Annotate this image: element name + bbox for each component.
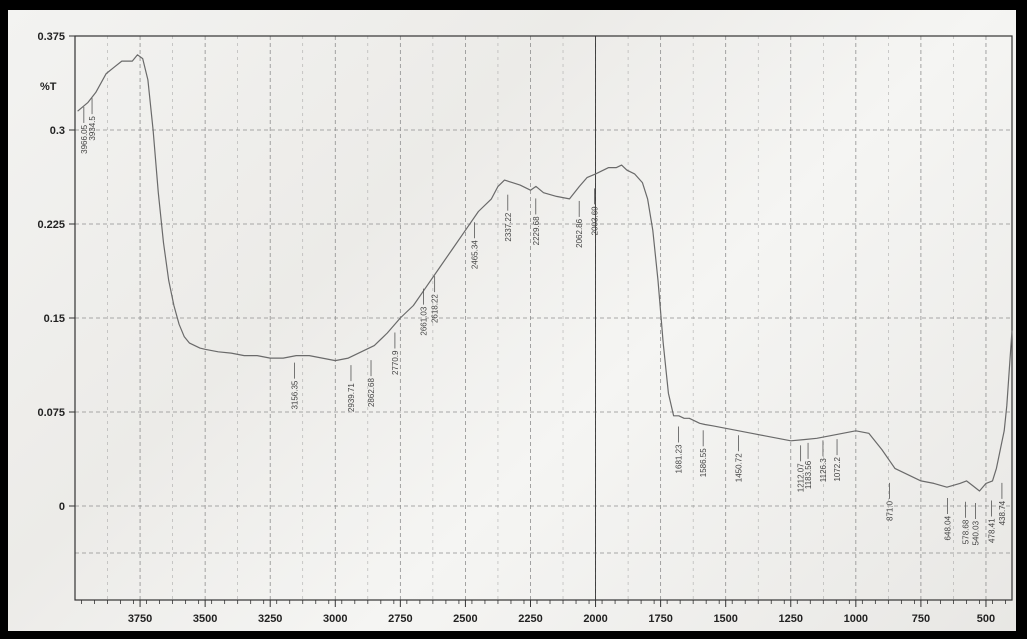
x-tick-label: 3250 [258, 613, 282, 625]
x-tick-label: 3500 [193, 613, 217, 625]
peak-label: 578.68 [961, 519, 970, 544]
x-tick-label: 1750 [648, 613, 672, 625]
peak-label: 478.41 [988, 518, 997, 543]
grid-layer [75, 35, 1012, 600]
peak-label: 2465.34 [470, 240, 479, 269]
x-tick-label: 2000 [583, 613, 607, 625]
peak-label: 871.0 [885, 500, 894, 521]
y-tick-label: 0.375 [37, 31, 65, 43]
x-tick-label: 3000 [323, 613, 347, 625]
y-tick-label: 0.075 [37, 407, 65, 419]
peak-label: 3156.35 [291, 380, 300, 409]
peak-label: 2337.22 [504, 212, 513, 241]
x-tick-label: 2500 [453, 613, 477, 625]
x-tick-label: 750 [912, 613, 930, 625]
y-axis-title: %T [40, 81, 57, 93]
chart-paper [8, 10, 1016, 631]
peak-label: 2229.68 [532, 216, 541, 245]
peak-label: 1126.3 [819, 458, 828, 482]
y-tick-label: 0.15 [44, 313, 65, 325]
peak-label: 2661.03 [420, 306, 429, 335]
peak-label: 2862.68 [367, 378, 376, 407]
peak-label: 1450.72 [735, 453, 744, 482]
labels-layer: 3966.05 3934.5 3156.35 2939.71 2862.68 2770.9… [80, 98, 1007, 545]
ticks-layer: 3750 3500 3250 3000 2750 2500 2250 2000 1750 1500… [37, 31, 1006, 625]
y-tick-label: 0.225 [37, 219, 65, 231]
series-layer [77, 54, 1013, 492]
peak-label: 2003.69 [591, 206, 600, 235]
peak-label: 1072.2 [833, 457, 842, 482]
peak-label: 2618.22 [431, 294, 440, 323]
spectrum-line [77, 54, 1013, 492]
x-tick-label: 2250 [518, 613, 542, 625]
peak-label: 438.74 [998, 500, 1007, 525]
y-tick-label: 0 [59, 501, 65, 513]
peak-label: 1212.07 [797, 463, 806, 492]
x-tick-label: 1000 [844, 613, 868, 625]
peak-label: 3934.5 [88, 116, 97, 141]
peak-label: 1586.55 [699, 448, 708, 477]
peak-label: 648.04 [943, 515, 952, 540]
peak-label: 1183.56 [804, 460, 813, 489]
y-tick-label: 0.3 [50, 125, 65, 137]
x-tick-label: 1500 [713, 613, 737, 625]
x-tick-label: 2750 [388, 613, 412, 625]
x-tick-label: 500 [977, 613, 995, 625]
peak-label: 2770.9 [391, 350, 400, 375]
x-tick-label: 3750 [128, 613, 152, 625]
peak-label: 3966.05 [80, 124, 89, 153]
peak-label: 2062.86 [575, 218, 584, 247]
x-tick-label: 1250 [779, 613, 803, 625]
peak-label: 540.03 [972, 520, 981, 545]
peak-label: 2939.71 [347, 383, 356, 412]
peak-label: 1681.23 [675, 444, 684, 473]
